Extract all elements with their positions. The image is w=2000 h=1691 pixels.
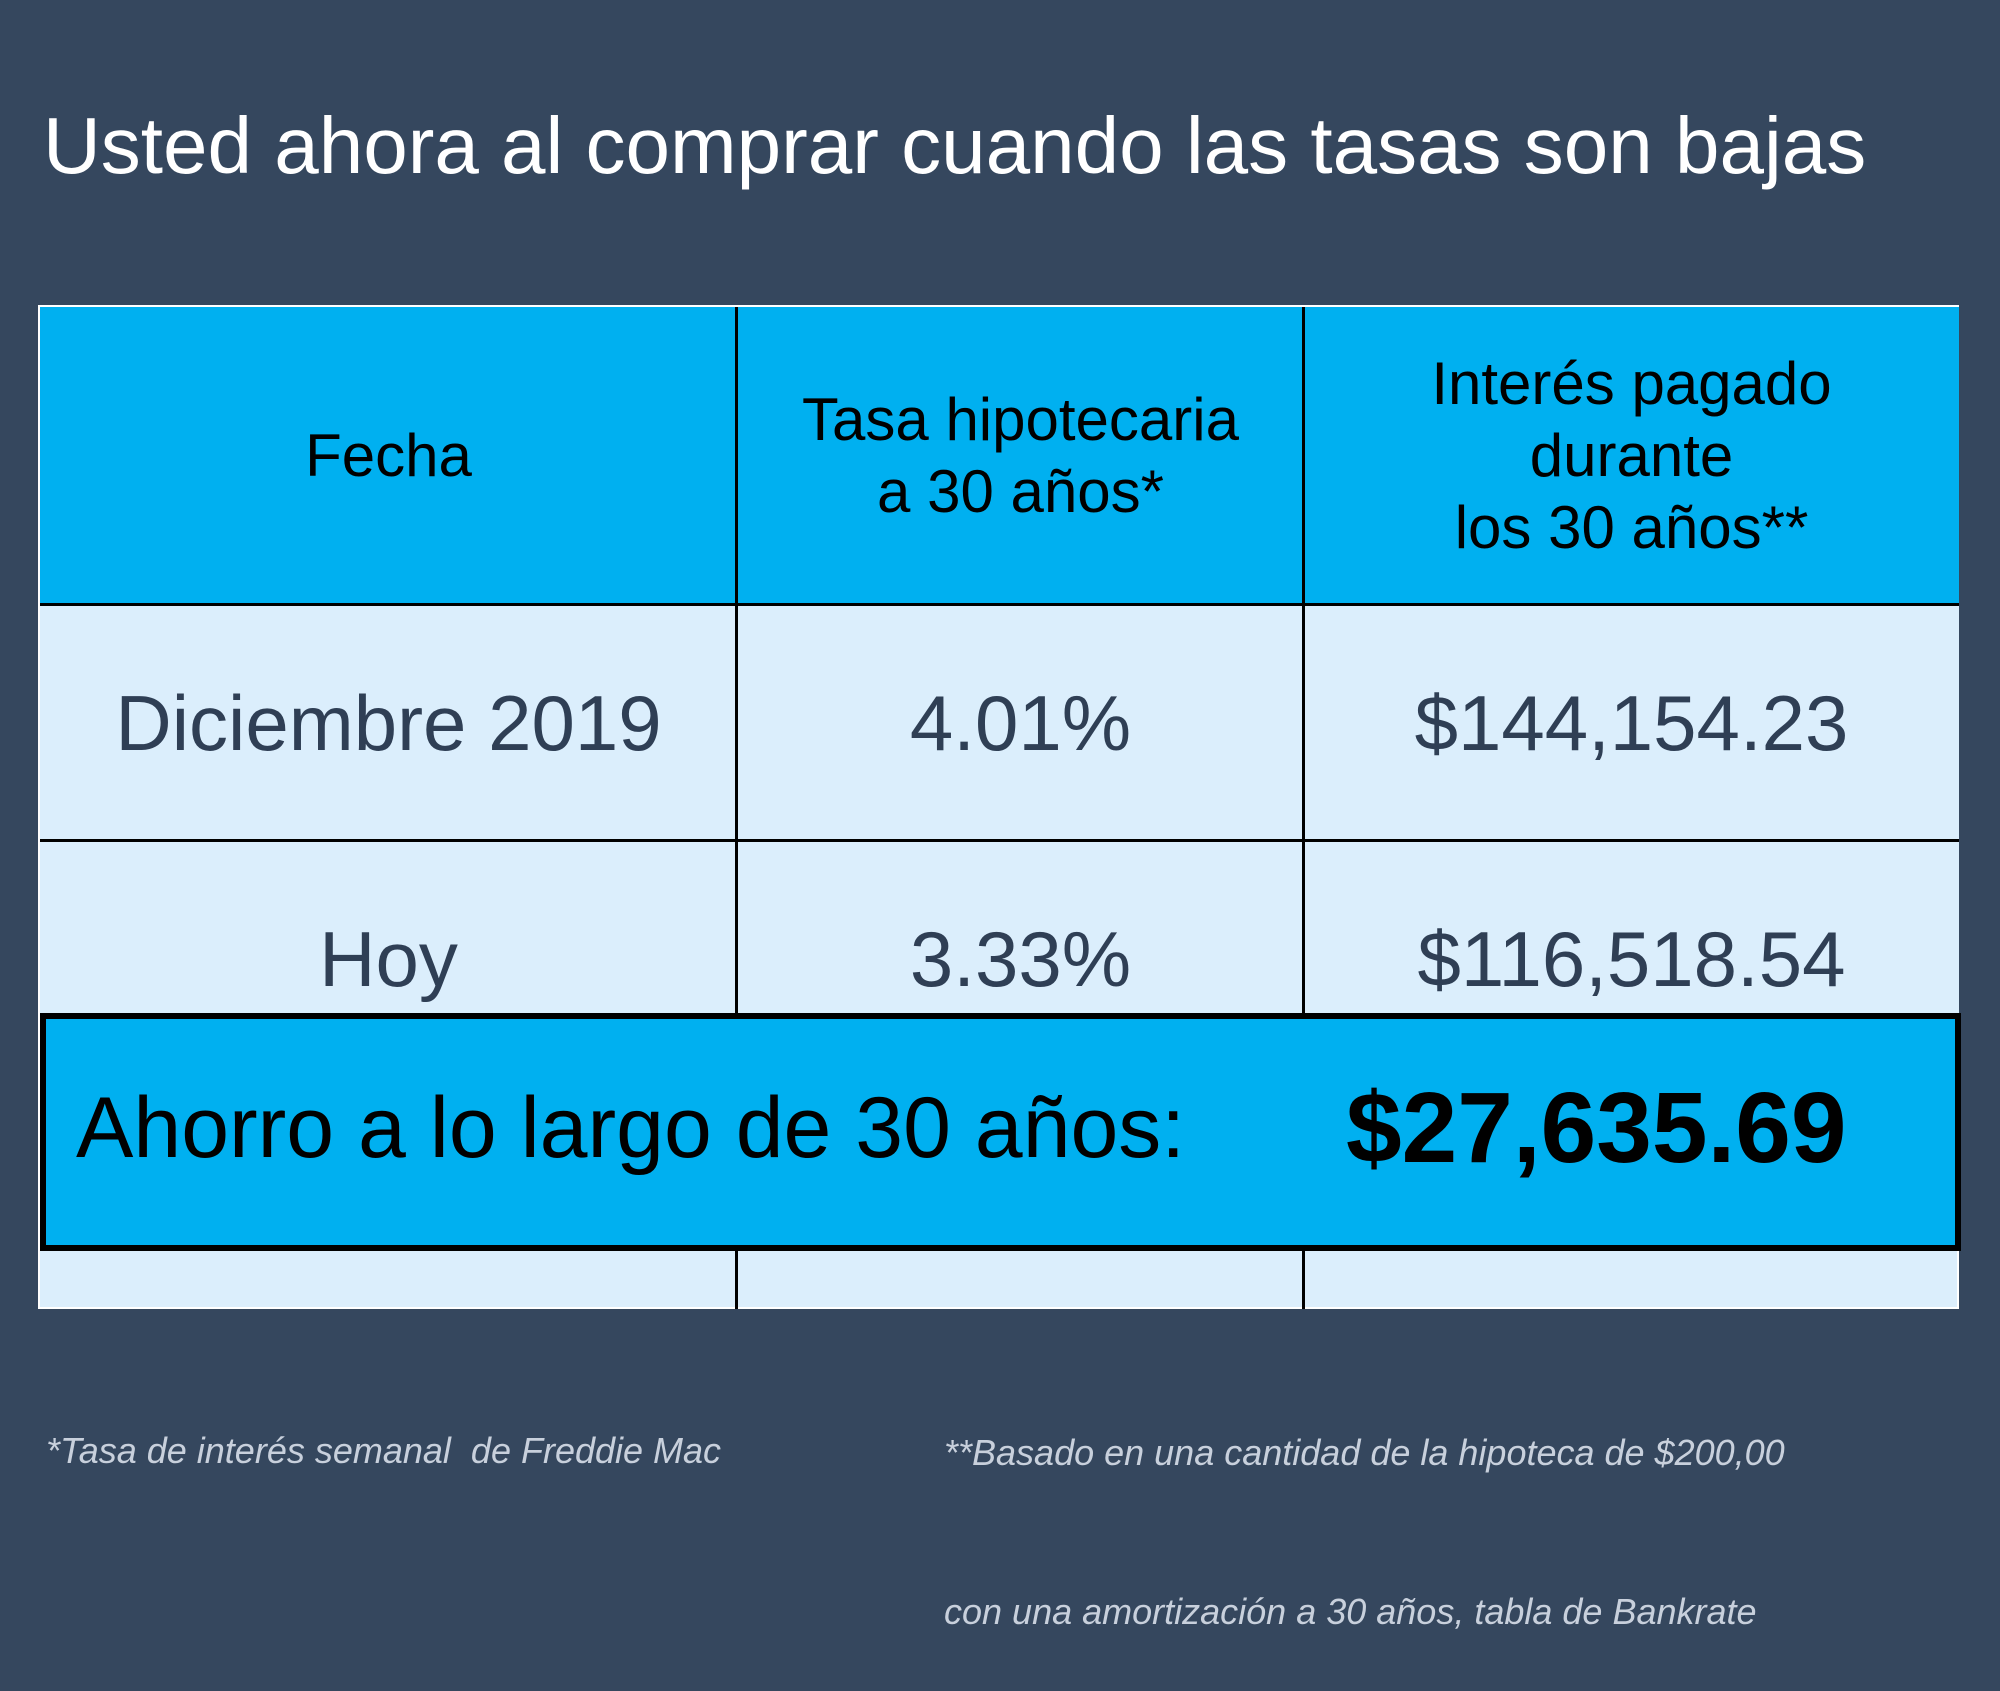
- header-text: Tasa hipotecaria: [802, 386, 1239, 453]
- column-divider: [735, 307, 738, 1309]
- row-divider: [40, 603, 1959, 606]
- header-text: durante: [1529, 422, 1734, 489]
- column-divider: [1302, 307, 1305, 1309]
- footnote: **Basado en una cantidad de la hipoteca …: [944, 1320, 1785, 1691]
- table: Fecha Tasa hipotecaria a 30 años* Interé…: [38, 305, 1959, 1309]
- header-text: Interés pagado: [1431, 350, 1832, 417]
- savings-label: Ahorro a lo largo de 30 años:: [76, 1080, 1186, 1176]
- header-cell: Tasa hipotecaria a 30 años*: [737, 307, 1304, 605]
- footnote-line: con una amortización a 30 años, tabla de…: [944, 1591, 1757, 1632]
- header-text: los 30 años**: [1454, 494, 1809, 561]
- savings-box: Ahorro a lo largo de 30 años: $27,635.69: [40, 1013, 1961, 1251]
- header-text: Fecha: [305, 422, 472, 489]
- footnote-line: **Basado en una cantidad de la hipoteca …: [944, 1432, 1785, 1473]
- row-divider: [40, 839, 1959, 842]
- cell: 4.01%: [737, 605, 1304, 841]
- cell: $144,154.23: [1304, 605, 1959, 841]
- title: Usted ahora al comprar cuando las tasas …: [43, 101, 1867, 190]
- header-cell: Fecha: [40, 307, 737, 605]
- savings-amount: $27,635.69: [1346, 1072, 1847, 1184]
- footnote-line: *Tasa de interés semanal de Freddie Mac: [46, 1430, 722, 1471]
- header-cell: Interés pagado durante los 30 años**: [1304, 307, 1959, 605]
- cell: Diciembre 2019: [40, 605, 737, 841]
- slide: Usted ahora al comprar cuando las tasas …: [38, 101, 1961, 1632]
- header-text: a 30 años*: [877, 458, 1164, 525]
- footnote: *Tasa de interés semanal de Freddie Mac: [46, 1318, 721, 1530]
